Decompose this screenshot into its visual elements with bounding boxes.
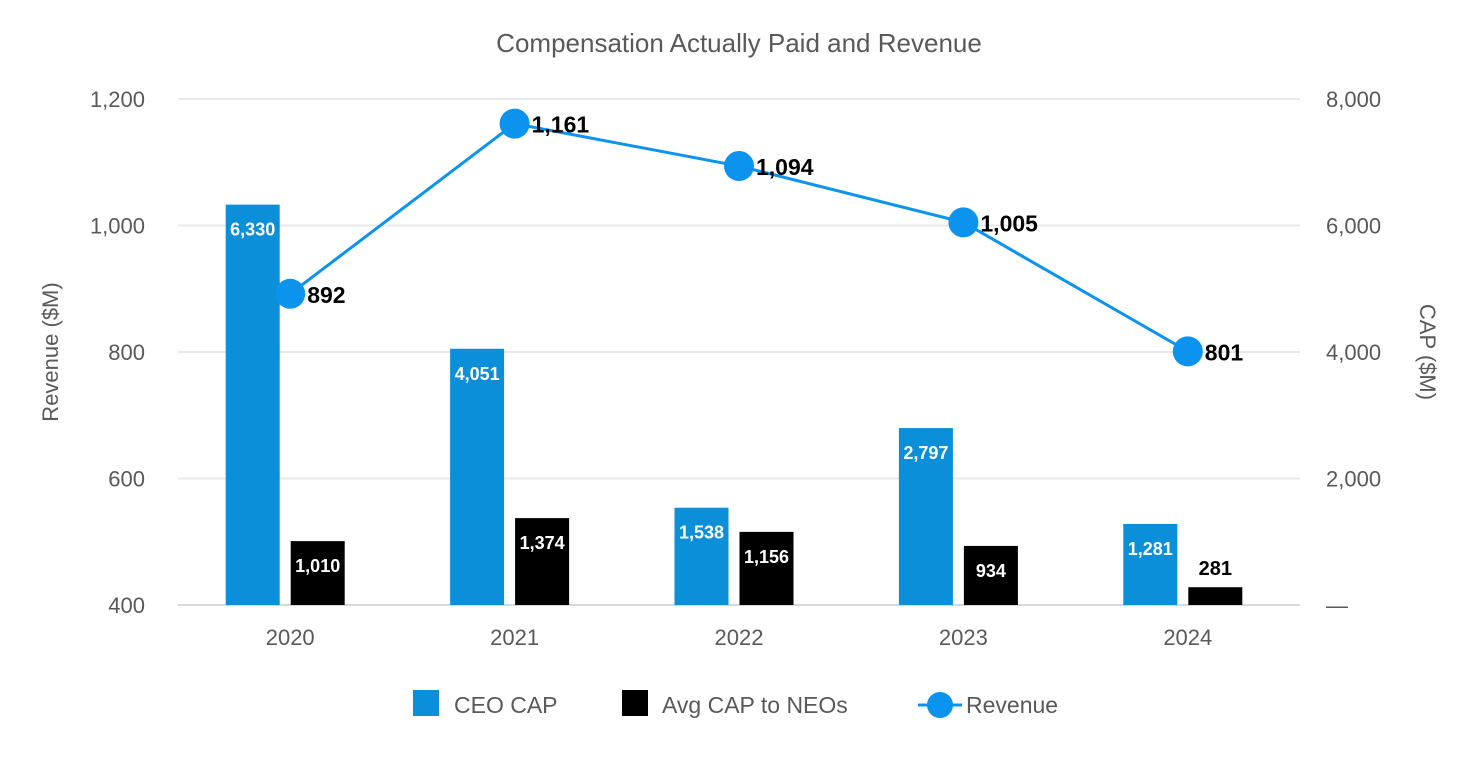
left-tick-label: 1,200 xyxy=(90,87,145,112)
bar-avg-cap xyxy=(739,531,794,605)
left-tick-label: 600 xyxy=(108,467,145,492)
bar-ceo-cap xyxy=(450,348,505,605)
data-label-ceo-cap: 6,330 xyxy=(230,220,275,240)
bar-avg-cap xyxy=(290,541,345,605)
data-label-revenue: 892 xyxy=(307,282,345,308)
data-label-avg-cap: 281 xyxy=(1199,558,1232,580)
legend-marker-revenue xyxy=(927,692,953,718)
x-tick-label: 2022 xyxy=(715,625,764,650)
legend-swatch-avg-cap xyxy=(622,690,648,716)
data-label-revenue: 1,005 xyxy=(980,210,1038,236)
revenue-point xyxy=(724,151,754,182)
bar-avg-cap xyxy=(963,545,1018,605)
legend-label-avg-cap: Avg CAP to NEOs xyxy=(662,692,848,718)
data-label-ceo-cap: 1,538 xyxy=(679,523,724,543)
bar-ceo-cap xyxy=(674,507,729,605)
chart-title: Compensation Actually Paid and Revenue xyxy=(496,28,982,58)
data-label-avg-cap: 1,156 xyxy=(744,547,789,567)
data-label-ceo-cap: 1,281 xyxy=(1128,539,1173,559)
x-tick-label: 2024 xyxy=(1163,625,1212,650)
left-tick-label: 800 xyxy=(108,340,145,365)
right-tick-label: 6,000 xyxy=(1326,214,1381,239)
revenue-point xyxy=(499,108,530,139)
gridlines xyxy=(178,98,1300,606)
data-label-avg-cap: 1,010 xyxy=(295,556,340,576)
legend-label-ceo-cap: CEO CAP xyxy=(454,692,558,718)
bar-avg-cap xyxy=(1188,587,1243,605)
left-tick-label: 1,000 xyxy=(90,214,145,239)
right-axis-ticks: — 2,000 4,000 6,000 8,000 xyxy=(1326,87,1381,618)
data-label-avg-cap: 1,374 xyxy=(520,533,565,553)
data-label-revenue: 1,161 xyxy=(532,112,590,138)
left-axis-title: Revenue ($M) xyxy=(38,282,63,421)
x-axis-ticks: 2020 2021 2022 2023 2024 xyxy=(266,625,1213,650)
x-tick-label: 2021 xyxy=(490,625,539,650)
bar-ceo-cap xyxy=(1123,523,1178,605)
bar-ceo-cap xyxy=(225,204,280,605)
right-tick-label: 4,000 xyxy=(1326,340,1381,365)
right-tick-label: — xyxy=(1326,593,1348,618)
data-label-revenue: 1,094 xyxy=(756,154,814,180)
bar-avg-cap xyxy=(515,518,570,605)
right-tick-label: 8,000 xyxy=(1326,87,1381,112)
revenue-point xyxy=(948,207,979,238)
left-tick-label: 400 xyxy=(108,593,145,618)
data-label-avg-cap: 934 xyxy=(976,561,1006,581)
x-tick-label: 2023 xyxy=(939,625,988,650)
data-label-ceo-cap: 4,051 xyxy=(455,364,500,384)
bar-ceo-cap xyxy=(898,428,953,605)
data-label-revenue: 801 xyxy=(1205,339,1244,365)
bars: 6,330 4,051 1,538 2,797 1,281 1,010 1,374 1,156… xyxy=(225,204,1243,605)
left-axis-ticks: 400 600 800 1,000 1,200 xyxy=(90,87,145,618)
data-label-ceo-cap: 2,797 xyxy=(903,443,948,463)
revenue-point xyxy=(275,278,306,309)
legend-swatch-ceo-cap xyxy=(413,690,439,716)
revenue-point xyxy=(1172,336,1203,367)
legend-label-revenue: Revenue xyxy=(966,692,1058,718)
revenue-line: 892 1,161 1,094 1,005 801 xyxy=(275,108,1244,367)
x-tick-label: 2020 xyxy=(266,625,315,650)
right-axis-title: CAP ($M) xyxy=(1415,304,1440,400)
legend: CEO CAP Avg CAP to NEOs Revenue xyxy=(413,690,1058,718)
right-tick-label: 2,000 xyxy=(1326,467,1381,492)
